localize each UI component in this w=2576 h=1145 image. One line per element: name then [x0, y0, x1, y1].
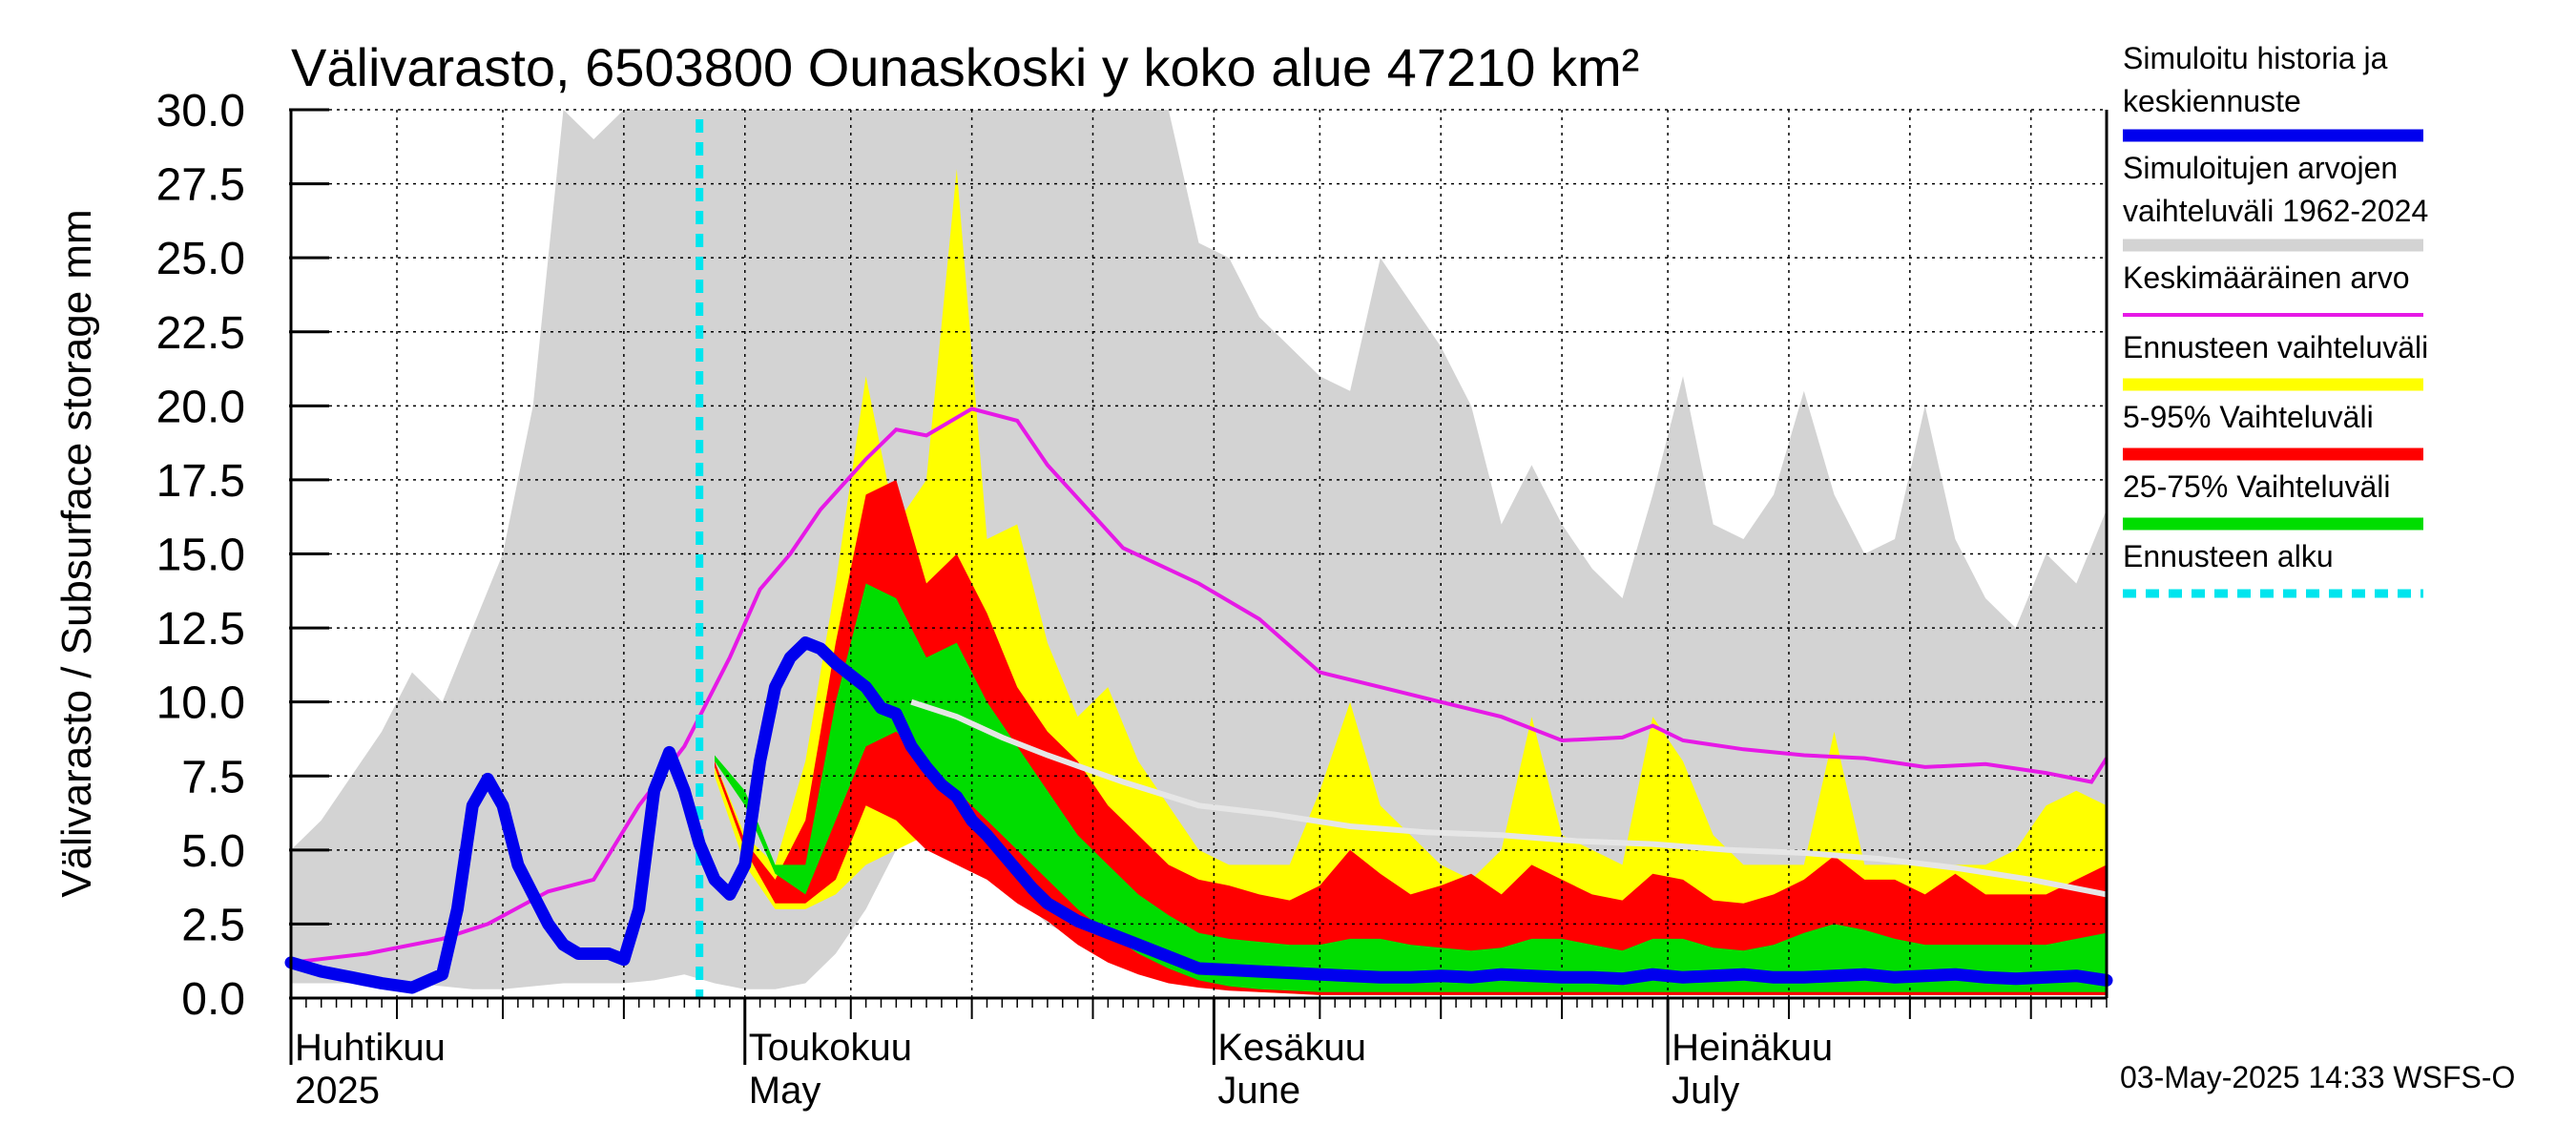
grid	[291, 109, 2107, 999]
y-tick-label: 12.5	[156, 604, 245, 655]
legend: Simuloitu historia ja keskiennuste Simuloi…	[2123, 41, 2428, 598]
y-tick-label: 15.0	[156, 531, 245, 581]
legend-label: keskiennuste	[2123, 84, 2301, 118]
y-tick-label: 2.5	[181, 900, 245, 950]
legend-label: Ennusteen vaihteluväli	[2123, 330, 2428, 364]
month-label: Huhtikuu	[295, 1027, 446, 1069]
month-sublabel: 2025	[295, 1070, 380, 1112]
y-tick-label: 5.0	[181, 826, 245, 877]
chart-title: Välivarasto, 6503800 Ounaskoski y koko a…	[291, 37, 1639, 97]
month-sublabel: May	[749, 1070, 821, 1112]
historical-median-line	[910, 698, 2108, 898]
legend-label: Simuloitujen arvojen	[2123, 151, 2398, 185]
axes: 0.0 2.5 5.0 7.5 10.0 12.5 15.0 17.5 20.0 22.5 25.0…	[156, 86, 2109, 1112]
legend-label: vaihteluväli 1962-2024	[2123, 194, 2428, 228]
y-tick-label: 0.0	[181, 974, 245, 1025]
timestamp-footer: 03-May-2025 14:33 WSFS-O	[2120, 1060, 2515, 1094]
p25-75-range-area	[715, 583, 2107, 992]
y-axis-label: Välivarasto / Subsurface storage mm	[53, 209, 100, 897]
history-forecast-path	[284, 636, 2113, 994]
y-tick-label: 20.0	[156, 382, 245, 432]
y-tick-label: 27.5	[156, 160, 245, 211]
mean-path	[290, 406, 2109, 965]
y-tick-label: 7.5	[181, 752, 245, 802]
legend-label: Ennusteen alku	[2123, 539, 2334, 573]
month-label: Toukokuu	[749, 1027, 912, 1069]
legend-label: 5-95% Vaihteluväli	[2123, 400, 2374, 434]
history-forecast-line	[284, 636, 2113, 994]
legend-label: Simuloitu historia ja	[2123, 41, 2388, 75]
month-label: Heinäkuu	[1672, 1027, 1833, 1069]
legend-label: Keskimääräinen arvo	[2123, 260, 2410, 295]
y-tick-label: 17.5	[156, 456, 245, 507]
y-tick-label: 30.0	[156, 86, 245, 136]
p25-75-band	[715, 583, 2107, 992]
y-tick-label: 22.5	[156, 308, 245, 359]
legend-label: 25-75% Vaihteluväli	[2123, 469, 2390, 504]
month-sublabel: July	[1672, 1070, 1739, 1112]
month-label: Kesäkuu	[1217, 1027, 1366, 1069]
month-sublabel: June	[1217, 1070, 1300, 1112]
mean-line	[290, 406, 2109, 965]
y-tick-label: 25.0	[156, 234, 245, 284]
historical-median-path	[910, 698, 2108, 898]
y-tick-label: 10.0	[156, 678, 245, 729]
